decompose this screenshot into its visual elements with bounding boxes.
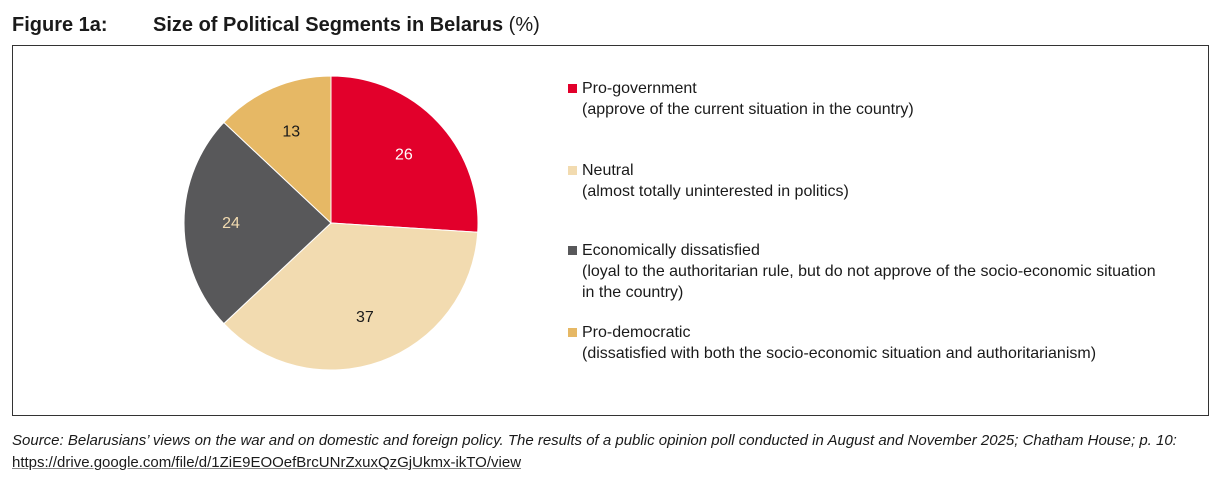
chart-title: Size of Political Segments in Belarus	[153, 14, 504, 36]
legend-description: (dissatisfied with both the socio-econom…	[582, 345, 1097, 362]
pie-data-label: 26	[395, 147, 413, 164]
figure-title: Figure 1a: Size of Political Segments in…	[12, 14, 540, 37]
legend-item: Pro-government (approve of the current si…	[568, 78, 914, 120]
legend-swatch	[568, 328, 577, 337]
figure-label: Figure 1a:	[12, 14, 108, 36]
source-text: Source: Belarusians’ views on the war an…	[12, 432, 1177, 449]
legend-description: (approve of the current situation in the…	[582, 101, 914, 118]
pie-data-label: 13	[282, 123, 300, 140]
chart-frame	[12, 45, 1209, 416]
legend-label: Neutral	[582, 162, 634, 179]
legend-item: Pro-democratic (dissatisfied with both th…	[568, 322, 1096, 364]
pie-slice-pro-democratic	[223, 75, 332, 225]
legend-description: (loyal to the authoritarian rule, but do…	[582, 263, 1156, 301]
legend-item: Economically dissatisfied (loyal to the a…	[568, 240, 1157, 303]
pie-slice-economically-dissatisfied	[183, 121, 332, 325]
legend-label: Pro-government	[582, 80, 697, 97]
legend-label: Pro-democratic	[582, 324, 691, 341]
legend-description: (almost totally uninterested in politics…	[582, 183, 849, 200]
pie-data-label: 24	[222, 215, 240, 232]
legend-swatch	[568, 84, 577, 93]
pie-slice-neutral	[223, 222, 479, 371]
source-link[interactable]: https://drive.google.com/file/d/1ZiE9EOO…	[12, 454, 522, 471]
legend-label: Economically dissatisfied	[582, 242, 760, 259]
legend-swatch	[568, 246, 577, 255]
pie-chart: 26 37 24 13	[183, 75, 479, 371]
chart-unit: (%)	[508, 14, 540, 36]
source-note: Source: Belarusians’ views on the war an…	[12, 430, 1217, 474]
pie-data-label: 37	[356, 309, 374, 326]
pie-slice-pro-government	[330, 75, 479, 233]
legend-item: Neutral (almost totally uninterested in p…	[568, 160, 849, 202]
legend-swatch	[568, 166, 577, 175]
